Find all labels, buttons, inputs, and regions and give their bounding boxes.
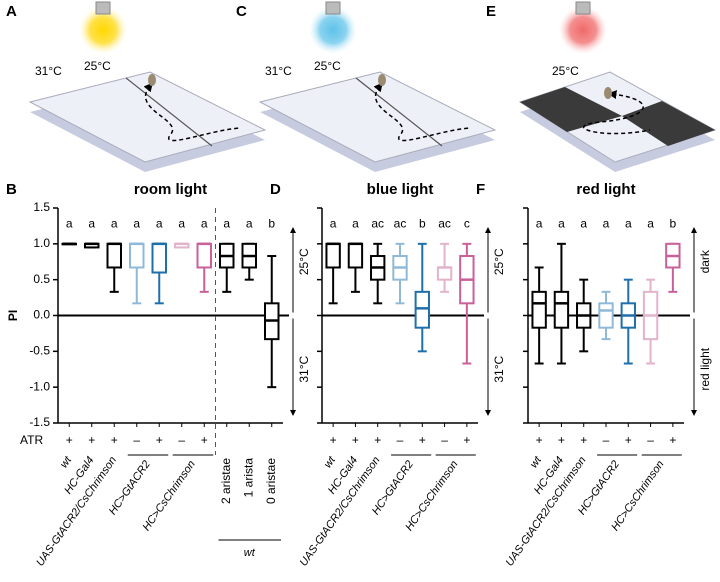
annotation: 31°C (492, 356, 506, 383)
atr-sign: + (669, 433, 676, 447)
significance-letter: a (536, 217, 543, 231)
y-tick-label: 1.5 (33, 200, 50, 214)
atr-sign: + (88, 433, 95, 447)
atr-sign: + (463, 433, 470, 447)
panel-letter: F (476, 181, 485, 198)
category-label: wt (528, 454, 545, 471)
atr-sign: + (536, 433, 543, 447)
significance-letter: ac (438, 217, 451, 231)
significance-letter: a (223, 217, 230, 231)
temperature-label: 25°C (552, 64, 579, 78)
significance-letter: a (246, 217, 253, 231)
significance-letter: a (625, 217, 632, 231)
box (106, 242, 122, 269)
atr-label: ATR (20, 433, 43, 447)
annotation: dark (698, 249, 712, 273)
significance-letter: a (156, 217, 163, 231)
temperature-label: 25°C (84, 59, 111, 73)
panel-letter: D (270, 181, 281, 198)
atr-sign: + (374, 433, 381, 447)
group-label: wt (244, 547, 256, 559)
atr-sign: + (580, 433, 587, 447)
y-tick-label: -1.5 (29, 415, 50, 429)
y-tick-label: 1.0 (33, 236, 50, 250)
box (553, 290, 570, 329)
atr-sign: + (330, 433, 337, 447)
illustration-c: C 31°C 25°C (236, 1, 497, 172)
atr-sign: + (111, 433, 118, 447)
chart-title: room light (134, 181, 207, 198)
box (531, 290, 547, 329)
temperature-label: 25°C (314, 59, 341, 73)
significance-letter: b (670, 217, 677, 231)
significance-letter: a (133, 217, 140, 231)
significance-letter: a (111, 217, 118, 231)
category-label: 2 aristae (219, 458, 233, 504)
atr-sign: + (419, 433, 426, 447)
significance-letter: a (352, 217, 359, 231)
atr-sign: + (201, 433, 208, 447)
chart-title: red light (576, 181, 635, 198)
annotation: 25°C (297, 248, 311, 275)
atr-sign: – (441, 433, 448, 447)
box (436, 266, 453, 281)
box (325, 242, 341, 269)
y-axis-label: PI (6, 310, 20, 321)
significance-letter: b (419, 217, 426, 231)
significance-letter: a (603, 217, 610, 231)
temperature-label: 31°C (265, 64, 292, 78)
y-tick-label: -0.5 (29, 344, 50, 358)
significance-letter: ac (371, 217, 384, 231)
panel-letter: C (236, 3, 247, 20)
significance-letter: a (580, 217, 587, 231)
category-label: wt (322, 454, 339, 471)
significance-letter: ac (394, 217, 407, 231)
y-tick-label: 0.5 (33, 272, 50, 286)
atr-sign: + (625, 433, 632, 447)
atr-sign: – (178, 433, 185, 447)
box (129, 242, 145, 269)
category-label: 1 arista (241, 458, 255, 498)
significance-letter: a (647, 217, 654, 231)
temperature-label: 31°C (35, 64, 62, 78)
panel-letter: A (6, 3, 17, 20)
annotation: 31°C (297, 356, 311, 383)
significance-letter: b (268, 217, 275, 231)
panel-letter: E (486, 3, 496, 20)
atr-sign: + (156, 433, 163, 447)
atr-sign: – (397, 433, 404, 447)
annotation: red light (698, 347, 712, 390)
y-tick-label: -1.0 (29, 379, 50, 393)
box (414, 290, 430, 329)
significance-letter: a (178, 217, 185, 231)
atr-sign: + (352, 433, 359, 447)
significance-letter: a (558, 217, 565, 231)
significance-letter: c (464, 217, 470, 231)
chart-title: blue light (367, 181, 434, 198)
box (151, 242, 167, 274)
box (598, 302, 614, 329)
y-tick-label: 0.0 (33, 308, 50, 322)
category-label: 0 aristae (264, 458, 278, 504)
box (347, 242, 364, 269)
category-label: wt (58, 454, 75, 471)
atr-sign: – (133, 433, 140, 447)
significance-letter: a (201, 217, 208, 231)
significance-letter: a (88, 217, 95, 231)
box (196, 242, 212, 269)
atr-sign: + (66, 433, 73, 447)
illustration-a: A 31°C 25°C (6, 1, 267, 172)
atr-sign: – (647, 433, 654, 447)
illustration-e: E 25°C (486, 1, 717, 172)
panel-letter: B (6, 181, 17, 198)
atr-sign: – (603, 433, 610, 447)
annotation: 25°C (492, 248, 506, 275)
significance-letter: a (66, 217, 73, 231)
atr-sign: + (558, 433, 565, 447)
significance-letter: a (330, 217, 337, 231)
